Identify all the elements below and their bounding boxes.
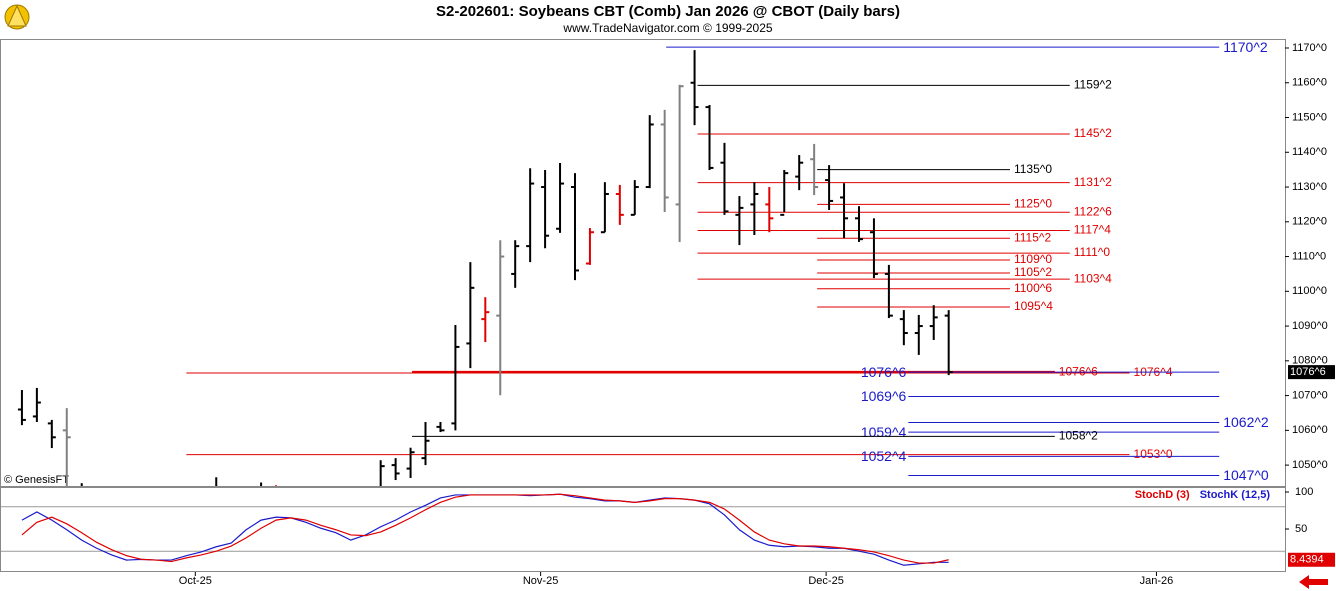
level-label: 1135^0 [1014,162,1052,176]
y-tick-label: 1150^0 [1292,111,1327,123]
y-tick-label: 1080^0 [1292,355,1328,367]
level-label: 1145^2 [1074,126,1112,140]
logo [4,4,30,30]
level-label: 1076^6 [1059,364,1098,378]
legend-entry: StochD (3) [1135,489,1190,501]
level-label: 1059^4 [861,424,907,440]
y-tick-label: 1050^0 [1292,459,1328,471]
stoch-plot [1,493,1285,566]
y-tick-label: 1110^0 [1292,250,1326,262]
level-label: 1122^6 [1074,204,1112,218]
last-price-label: 1076^6 [1290,366,1326,378]
level-label: 1095^4 [1014,299,1053,313]
level-label: 1062^2 [1223,414,1269,430]
level-label: 1105^2 [1014,265,1052,279]
level-label: 1159^2 [1074,78,1112,92]
x-tick-label: Oct-25 [179,575,212,587]
level-label: 1047^0 [1223,467,1269,483]
level-label: 1069^6 [861,388,907,404]
level-label: 1170^2 [1223,39,1268,55]
level-label: 1115^2 [1014,230,1052,244]
y-tick-label: 1070^0 [1292,389,1328,401]
last-price-box [1288,365,1335,380]
x-tick-label: Jan-26 [1140,575,1174,587]
level-label: 1109^0 [1014,252,1052,266]
level-label: 1103^4 [1074,271,1112,285]
stoch-line [21,493,949,564]
stoch-tick-label: 100 [1295,486,1313,498]
last-stoch-label: 8.4394 [1290,554,1324,566]
level-label: 1052^4 [861,448,907,464]
level-label: 1117^4 [1074,223,1112,237]
level-label: 1053^0 [1134,447,1173,461]
y-tick-label: 1090^0 [1292,320,1328,332]
level-label: 1058^2 [1059,429,1098,443]
y-tick-label: 1170^0 [1292,42,1327,54]
level-label: 1125^0 [1014,197,1052,211]
y-tick-label: 1130^0 [1292,181,1327,193]
watermark: © GenesisFT [4,474,69,486]
y-tick-label: 1100^0 [1292,285,1327,297]
x-tick-label: Dec-25 [808,575,843,587]
y-tick-label: 1060^0 [1292,424,1328,436]
scroll-arrow[interactable] [1299,575,1328,589]
legend-entry: StochK (12,5) [1200,489,1271,501]
y-tick-label: 1120^0 [1292,216,1327,228]
stoch-tick-label: 50 [1295,523,1307,535]
level-label: 1100^6 [1014,281,1052,295]
y-tick-label: 1140^0 [1292,146,1327,158]
chart-subtitle: www.TradeNavigator.com © 1999-2025 [562,21,772,35]
price-pane [0,39,1286,487]
y-tick-label: 1160^0 [1292,77,1327,89]
last-stoch-box [1288,552,1335,567]
price-plot: 1170^2 1159^2 1145^2 1135^0 1131^2 1125^0 1122… [17,39,1269,486]
x-tick-label: Nov-25 [523,575,558,587]
chart-title: S2-202601: Soybeans CBT (Comb) Jan 2026 … [436,3,900,20]
level-label: 1111^0 [1074,245,1111,259]
level-label: 1076^6 [861,364,907,380]
level-label: 1131^2 [1074,175,1112,189]
